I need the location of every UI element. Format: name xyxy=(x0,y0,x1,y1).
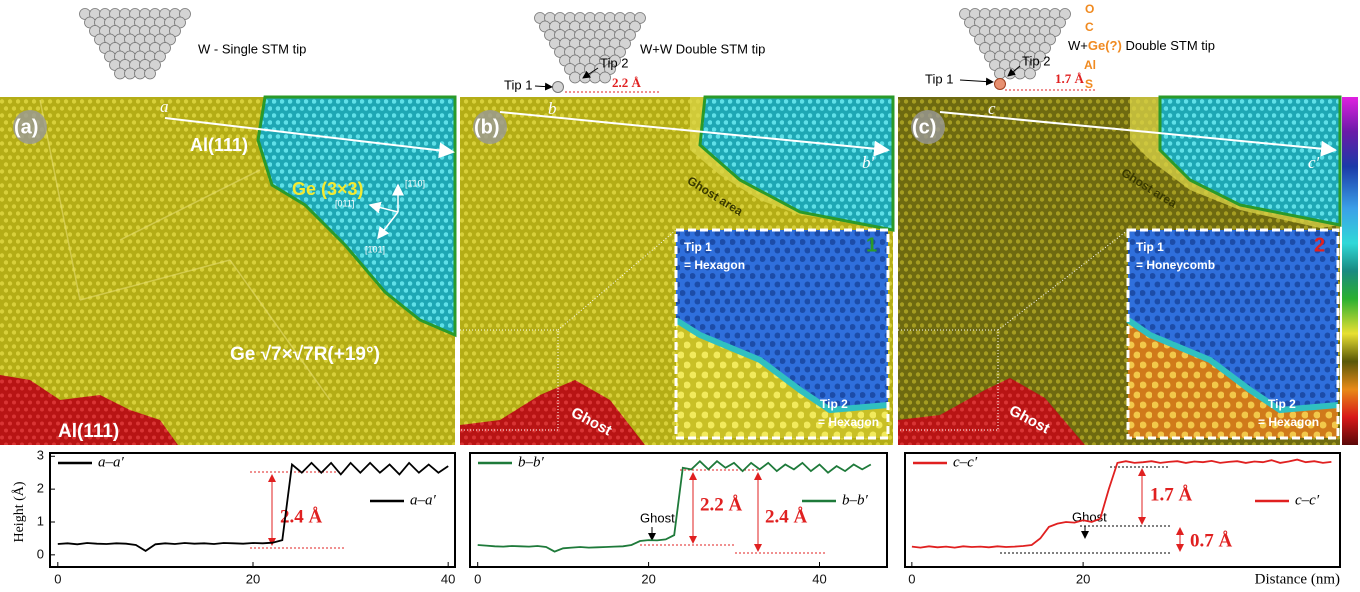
inset-label: Tip 1 xyxy=(1136,240,1164,254)
panel-label: (c) xyxy=(912,116,936,138)
inset-label: = Hexagon xyxy=(1258,415,1319,429)
figure: W - Single STM tip Tip 1 Tip 2 2.2 Å W+W… xyxy=(0,0,1360,592)
element: Ge(?) xyxy=(1088,38,1122,53)
x-tick-label: 20 xyxy=(641,571,655,586)
inset-label: = Hexagon xyxy=(684,258,745,272)
label-prefix: W+ xyxy=(1068,38,1088,53)
y-tick-label: 0 xyxy=(37,546,44,561)
atom xyxy=(135,68,146,79)
tip2-label: Tip 2 xyxy=(600,55,628,70)
element: C xyxy=(1085,20,1094,34)
x-tick-label: 20 xyxy=(1076,571,1090,586)
x-tick-label: 20 xyxy=(246,571,260,586)
legend-label: c–c′ xyxy=(953,454,978,470)
x-tick-label: 0 xyxy=(54,571,61,586)
arrow xyxy=(535,86,552,87)
legend-label: c–c′ xyxy=(1295,492,1320,508)
profile-end: c′ xyxy=(1308,153,1320,172)
atom xyxy=(590,72,601,83)
inset-label: Tip 2 xyxy=(820,397,848,411)
atom xyxy=(1005,68,1016,79)
tip2-label: Tip 2 xyxy=(1022,53,1050,68)
inset-label: = Honeycomb xyxy=(1136,258,1215,272)
inset-label: = Hexagon xyxy=(818,415,879,429)
profile-start: a xyxy=(160,97,169,116)
inset-number: 2 xyxy=(1314,234,1325,256)
element: O xyxy=(1085,2,1094,16)
region-label: Ge (3×3) xyxy=(292,179,364,199)
annotation: 2.2 Å xyxy=(700,494,743,515)
atom xyxy=(115,68,126,79)
inset-label: Tip 2 xyxy=(1268,397,1296,411)
atom xyxy=(600,72,611,83)
atom xyxy=(1025,68,1036,79)
x-tick-label: 40 xyxy=(812,571,826,586)
atom xyxy=(995,68,1006,79)
arrow xyxy=(960,80,993,82)
profile-start: c xyxy=(988,99,996,118)
tip1-label: Tip 1 xyxy=(925,71,953,86)
annotation: Ghost xyxy=(640,510,675,525)
legend-label: b–b′ xyxy=(518,454,545,470)
profile-line xyxy=(478,461,871,551)
element: Al xyxy=(1084,58,1096,72)
annotation: 0.7 Å xyxy=(1190,530,1233,551)
gap-label: 1.7 Å xyxy=(1055,71,1085,86)
y-axis-label: Height (Å) xyxy=(11,481,27,542)
region-label: Al(111) xyxy=(190,135,248,155)
profile-line xyxy=(58,463,448,551)
y-tick-label: 3 xyxy=(37,448,44,463)
colorbar xyxy=(1342,97,1358,445)
x-tick-label: 40 xyxy=(441,571,455,586)
direction-label: [1̄01] xyxy=(365,244,385,254)
tip-label: W - Single STM tip xyxy=(198,41,306,56)
direction-label: [1̄10] xyxy=(405,178,425,188)
atom xyxy=(145,68,156,79)
region-label: Ge √7×√7R(+19°) xyxy=(230,344,380,365)
legend-label: a–a′ xyxy=(98,454,125,470)
x-tick-label: 0 xyxy=(474,571,481,586)
legend-label: b–b′ xyxy=(842,492,869,508)
profile-start: b xyxy=(548,99,557,118)
x-tick-label: 0 xyxy=(908,571,915,586)
tip-label: W+Ge(?) Double STM tip xyxy=(1068,38,1215,53)
atom xyxy=(570,72,581,83)
region-label: Al(111) xyxy=(58,421,119,442)
atom xyxy=(125,68,136,79)
y-tick-label: 2 xyxy=(37,481,44,496)
tip-label: W+W Double STM tip xyxy=(640,41,765,56)
legend-label: a–a′ xyxy=(410,492,437,508)
direction-label: [011̄] xyxy=(335,198,354,208)
y-tick-label: 1 xyxy=(37,513,44,528)
x-axis-label: Distance (nm) xyxy=(1255,571,1340,587)
atom xyxy=(995,79,1006,90)
inset-number: 1 xyxy=(866,234,877,256)
inset-label: Tip 1 xyxy=(684,240,712,254)
annotation: 1.7 Å xyxy=(1150,484,1193,505)
panel-label: (b) xyxy=(474,116,500,138)
gap-label: 2.2 Å xyxy=(612,75,642,90)
atom xyxy=(553,82,564,93)
profile-line xyxy=(912,460,1332,548)
label-suffix: Double STM tip xyxy=(1122,38,1215,53)
panel-label: (a) xyxy=(14,116,38,138)
profile-end: b′ xyxy=(862,153,875,172)
tip1-label: Tip 1 xyxy=(504,77,532,92)
element: S xyxy=(1085,77,1093,91)
annotation: 2.4 Å xyxy=(765,506,808,527)
